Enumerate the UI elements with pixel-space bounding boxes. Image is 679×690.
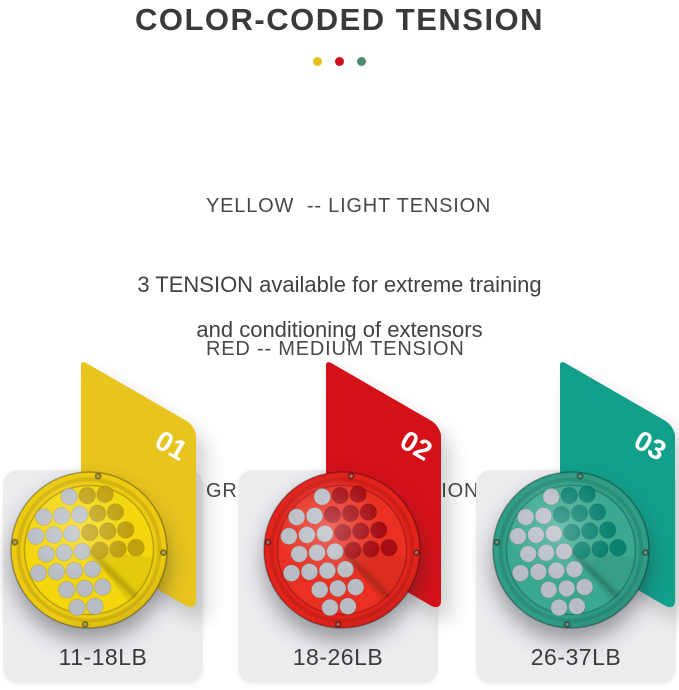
weight-range-label: 18-26LB bbox=[292, 644, 384, 670]
product-photo-yellow-exerciser bbox=[10, 471, 168, 629]
red-dot bbox=[335, 57, 344, 66]
color-legend-dots bbox=[0, 57, 679, 66]
product-photo-green-exerciser bbox=[492, 471, 650, 629]
yellow-dot bbox=[313, 57, 322, 66]
tension-line-yellow: YELLOW -- LIGHT TENSION bbox=[206, 195, 492, 217]
description-line-1: 3 TENSION available for extreme training bbox=[137, 272, 542, 297]
weight-range-label: 11-18LB bbox=[58, 644, 148, 670]
description-line-2: and conditioning of extensors bbox=[196, 317, 483, 342]
weight-range-label: 26-37LB bbox=[530, 644, 622, 670]
tension-line-red: RED -- MEDIUM TENSION bbox=[206, 337, 465, 360]
product-photo-red-exerciser bbox=[263, 471, 421, 629]
page-title: COLOR-CODED TENSION bbox=[134, 2, 545, 37]
green-dot bbox=[357, 57, 366, 66]
description: 3 TENSION available for extreme training… bbox=[0, 262, 679, 352]
